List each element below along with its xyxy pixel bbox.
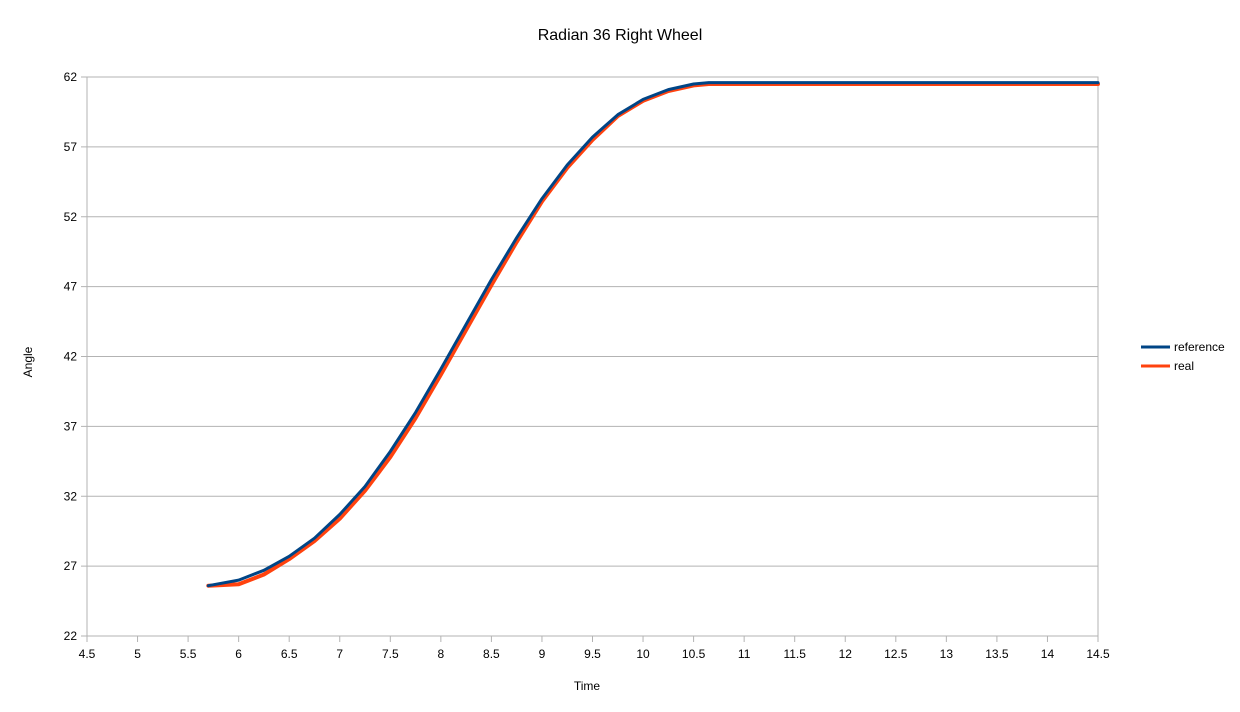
series-line-reference <box>206 81 1100 588</box>
x-tick-label: 8 <box>438 647 445 661</box>
x-tick-label: 9.5 <box>584 647 601 661</box>
x-tick-label: 7 <box>336 647 343 661</box>
y-tick-label: 52 <box>64 210 78 224</box>
y-tick-label: 37 <box>64 419 78 433</box>
x-ticks: 4.5 5 5.5 6 6.5 7 7.5 8 8.5 9 9.5 10 10.5 11 11.5 12 12.… <box>79 647 1110 661</box>
x-tick-label: 14 <box>1041 647 1055 661</box>
y-tick-label: 47 <box>64 280 78 294</box>
y-tick-label: 42 <box>64 350 78 364</box>
y-tick-label: 22 <box>64 629 78 643</box>
x-tick-label: 5 <box>134 647 141 661</box>
x-tick-label: 9 <box>539 647 546 661</box>
x-tick-label: 12.5 <box>884 647 908 661</box>
x-tick-label: 6.5 <box>281 647 298 661</box>
x-tick-label: 6 <box>235 647 242 661</box>
y-axis-title: Angle <box>21 346 35 377</box>
y-tick-label: 62 <box>64 70 78 84</box>
x-tick-label: 11.5 <box>783 647 806 661</box>
x-tick-label: 4.5 <box>79 647 96 661</box>
series-layer <box>206 81 1100 588</box>
x-tick-label: 11 <box>738 647 751 661</box>
axes <box>86 76 1099 642</box>
grid <box>81 76 1098 637</box>
legend: reference real <box>1141 340 1225 373</box>
y-tick-label: 27 <box>64 559 78 573</box>
x-tick-label: 13.5 <box>985 647 1009 661</box>
x-tick-label: 14.5 <box>1086 647 1110 661</box>
legend-label-reference: reference <box>1174 340 1225 354</box>
y-tick-label: 32 <box>64 489 78 503</box>
x-tick-label: 12 <box>839 647 853 661</box>
x-tick-label: 10 <box>636 647 650 661</box>
x-tick-label: 10.5 <box>682 647 706 661</box>
y-tick-label: 57 <box>64 140 78 154</box>
x-tick-label: 8.5 <box>483 647 500 661</box>
chart-title: Radian 36 Right Wheel <box>538 27 703 44</box>
x-tick-label: 5.5 <box>180 647 197 661</box>
y-ticks: 22 27 32 37 42 47 52 57 62 <box>64 70 78 643</box>
x-axis-title: Time <box>574 679 601 693</box>
legend-label-real: real <box>1174 359 1194 373</box>
x-tick-label: 13 <box>940 647 954 661</box>
x-tick-label: 7.5 <box>382 647 399 661</box>
